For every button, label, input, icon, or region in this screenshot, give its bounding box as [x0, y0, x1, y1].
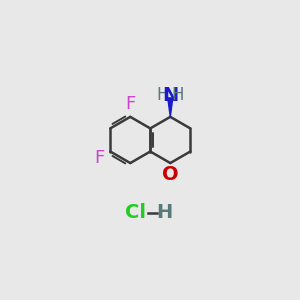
- Text: N: N: [162, 85, 178, 105]
- Text: H: H: [171, 86, 184, 104]
- Text: F: F: [94, 149, 104, 167]
- Text: F: F: [125, 95, 135, 113]
- Polygon shape: [168, 98, 173, 117]
- Text: H: H: [157, 86, 169, 104]
- Text: O: O: [162, 165, 178, 184]
- Text: Cl: Cl: [125, 203, 146, 222]
- Text: H: H: [156, 203, 172, 222]
